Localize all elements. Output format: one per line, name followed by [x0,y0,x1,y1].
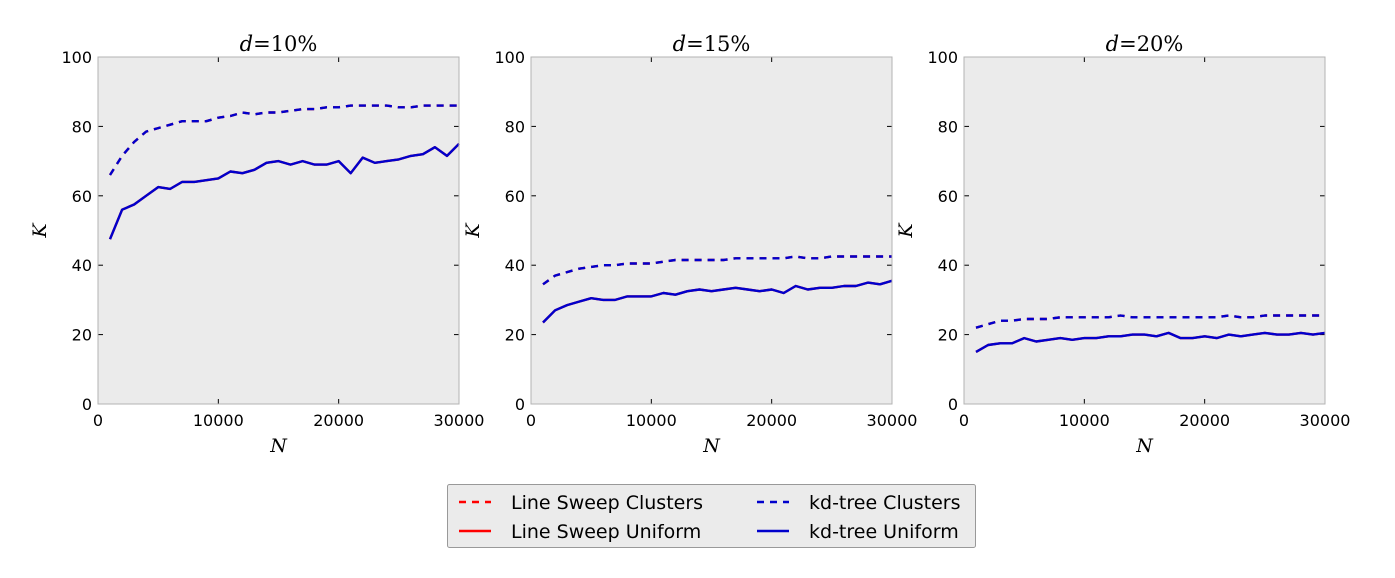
y-tick-label: 100 [927,48,958,67]
y-tick-label: 60 [72,187,92,206]
y-tick-label: 0 [515,395,525,414]
y-axis-label: K [462,222,484,239]
title-equals: = [253,32,271,56]
chart-title: d=20% [1106,32,1184,56]
x-tick-label: 0 [959,411,969,430]
y-tick-label: 80 [938,117,958,136]
plot-frame [963,56,1326,405]
y-tick-label: 20 [505,326,525,345]
y-tick-label: 20 [938,326,958,345]
x-tick-label: 30000 [434,411,485,430]
y-tick-label: 0 [82,395,92,414]
title-value: 10% [271,32,318,56]
x-tick-label: 10000 [193,411,244,430]
x-tick-label: 20000 [313,411,364,430]
legend-item-kd-tree-clusters: kd-tree Clusters [757,492,961,514]
legend-label: kd-tree Uniform [809,521,959,543]
legend-label: Line Sweep Clusters [511,492,703,514]
y-tick-label: 20 [72,326,92,345]
chart-title: d=15% [673,32,751,56]
y-tick-label: 100 [61,48,92,67]
plot-frame [97,56,460,405]
y-tick-label: 0 [948,395,958,414]
y-tick-label: 40 [505,256,525,275]
chart-panel-1: 0 10000 20000 30000 0 20 40 60 80 100 d=10% N K [29,32,484,457]
series-line-kd-tree-clusters [975,314,1325,329]
plot-area [531,57,892,404]
y-tick-label: 40 [938,256,958,275]
x-axis-label: N [269,435,288,457]
title-variable: d [1106,32,1119,56]
series-line-kd-tree-uniform [108,142,460,240]
chart-panel-3: 0 10000 20000 30000 0 20 40 60 80 100 d=20% N K [895,32,1350,457]
x-axis-label: N [702,435,721,457]
x-tick-label: 20000 [1179,411,1230,430]
legend-box [447,484,976,548]
y-tick-label: 60 [938,187,958,206]
chart-panel-2: 0 10000 20000 30000 0 20 40 60 80 100 d=15% N K [462,32,917,457]
y-tick-label: 40 [72,256,92,275]
chart-title: d=10% [240,32,318,56]
legend-label: Line Sweep Uniform [511,521,701,543]
x-axis-label: N [1135,435,1154,457]
y-tick-label: 60 [505,187,525,206]
y-tick-label: 80 [72,117,92,136]
y-tick-label: 80 [505,117,525,136]
title-equals: = [686,32,704,56]
legend-item-line-sweep-clusters: Line Sweep Clusters [459,492,703,514]
plot-area [964,57,1325,404]
x-tick-label: 30000 [1300,411,1351,430]
y-axis-label: K [29,222,51,239]
plot-area [98,57,459,404]
title-value: 15% [704,32,751,56]
y-tick-label: 100 [494,48,525,67]
x-tick-label: 0 [526,411,536,430]
legend: Line Sweep Clusters Line Sweep Uniform kd-… [447,484,976,548]
x-tick-label: 20000 [746,411,797,430]
title-equals: = [1119,32,1137,56]
title-variable: d [673,32,686,56]
series-line-kd-tree-uniform [542,279,893,324]
y-axis-label: K [895,222,917,239]
title-value: 20% [1137,32,1184,56]
legend-item-line-sweep-uniform: Line Sweep Uniform [459,521,701,543]
series-line-kd-tree-uniform [975,331,1326,353]
x-tick-label: 0 [93,411,103,430]
legend-label: kd-tree Clusters [809,492,961,514]
series-line-kd-tree-clusters [108,104,459,176]
x-tick-label: 10000 [1059,411,1110,430]
x-tick-label: 30000 [867,411,918,430]
x-tick-label: 10000 [626,411,677,430]
title-variable: d [240,32,253,56]
plot-frame [530,56,893,405]
legend-item-kd-tree-uniform: kd-tree Uniform [757,521,959,543]
